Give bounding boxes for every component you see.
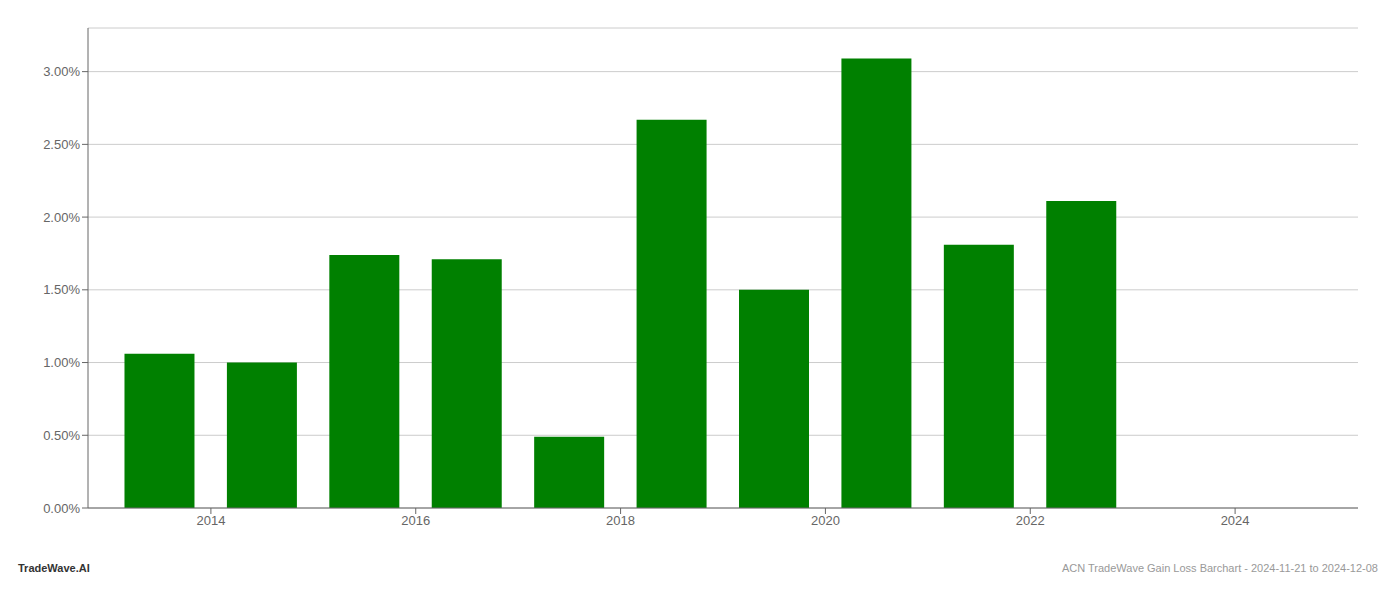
svg-text:2.50%: 2.50% bbox=[43, 137, 80, 152]
svg-text:1.00%: 1.00% bbox=[43, 355, 80, 370]
svg-text:2016: 2016 bbox=[401, 513, 430, 528]
svg-text:0.50%: 0.50% bbox=[43, 428, 80, 443]
html-text:ACN TradeWave Gain Loss Barcha: ACN TradeWave Gain Loss Barchart - 2024-… bbox=[1061, 562, 1378, 574]
svg-text:2.00%: 2.00% bbox=[43, 210, 80, 225]
svg-text:1.50%: 1.50% bbox=[43, 282, 80, 297]
svg-text:0.00%: 0.00% bbox=[43, 501, 80, 516]
svg-text:2020: 2020 bbox=[811, 513, 840, 528]
svg-text:2024: 2024 bbox=[1221, 513, 1250, 528]
svg-text:3.00%: 3.00% bbox=[43, 64, 80, 79]
html-text:TradeWave.AI: TradeWave.AI bbox=[18, 562, 90, 574]
svg-text:2014: 2014 bbox=[196, 513, 225, 528]
svg-text:2022: 2022 bbox=[1016, 513, 1045, 528]
svg-text:2018: 2018 bbox=[606, 513, 635, 528]
